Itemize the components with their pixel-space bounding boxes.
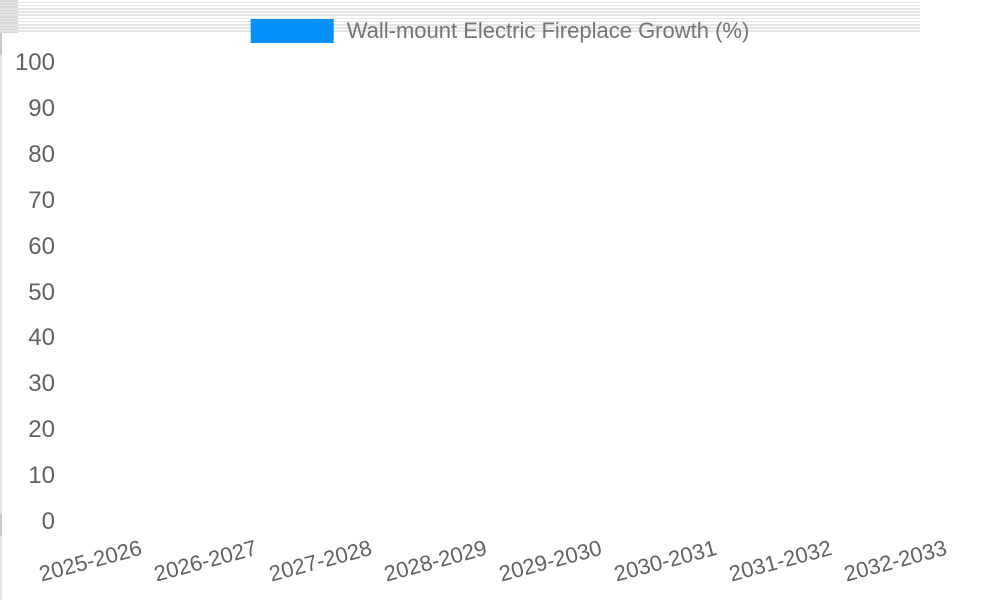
bar-value-label: 100 [912,277,959,308]
x-tick-label: 2025-2026 [36,535,145,587]
chart-legend: Wall-mount Electric Fireplace Growth (%) [250,18,750,44]
gridline-h [0,17,920,20]
bar-value-label: 80 [460,323,491,354]
x-tick-label: 2031-2032 [726,535,835,587]
y-tick-label: 20 [28,416,55,444]
gridline-h [0,11,920,13]
y-tick-label: 30 [28,370,55,398]
x-tick-label: 2032-2033 [841,535,950,587]
y-tick-label: 10 [28,462,55,490]
gridline-h [0,20,920,23]
x-tick-label: 2027-2028 [266,535,375,587]
y-tick [0,28,18,31]
bar-value-label: 75 [345,334,376,365]
x-tick [0,33,2,56]
y-tick-label: 70 [28,186,55,214]
y-tick [0,9,18,12]
legend-label: Wall-mount Electric Fireplace Growth (%) [346,18,750,43]
y-tick [0,31,18,34]
gridline-h [0,27,920,29]
gridline-v [0,536,2,600]
legend-swatch [250,19,334,43]
y-tick [0,19,18,21]
x-tick-label: 2028-2029 [381,535,490,587]
y-tick [0,12,18,15]
y-tick-label: 100 [14,49,55,76]
y-tick-label: 50 [28,278,55,306]
y-tick-label: 60 [28,232,55,260]
x-tick-label: 2026-2027 [151,535,260,587]
y-tick [0,6,18,8]
y-tick [0,3,18,5]
gridline-h [0,23,920,26]
y-tick [0,0,18,2]
gridline-h [0,4,920,7]
x-tick-label: 2030-2031 [611,535,720,587]
bar-value-label: 95 [805,288,836,319]
gridline-v [0,55,2,515]
bar-value-label: 65.7 [104,356,157,387]
x-tick-label: 2029-2030 [496,535,605,587]
gridline-h [0,7,920,10]
y-tick [0,15,18,18]
bar-value-label: 85 [575,311,606,342]
y-tick-label: 90 [28,94,55,122]
y-tick [0,22,18,24]
y-tick-label: 80 [28,140,55,168]
y-tick [0,25,18,28]
x-tick [0,514,2,537]
y-tick-label: 40 [28,324,55,352]
gridline-h [0,1,920,4]
bar-value-label: 90 [690,300,721,331]
y-tick-label: 0 [41,508,55,535]
bar-value-label: 70 [230,346,261,377]
gridline-h [0,14,920,16]
gridline-h [0,30,920,32]
